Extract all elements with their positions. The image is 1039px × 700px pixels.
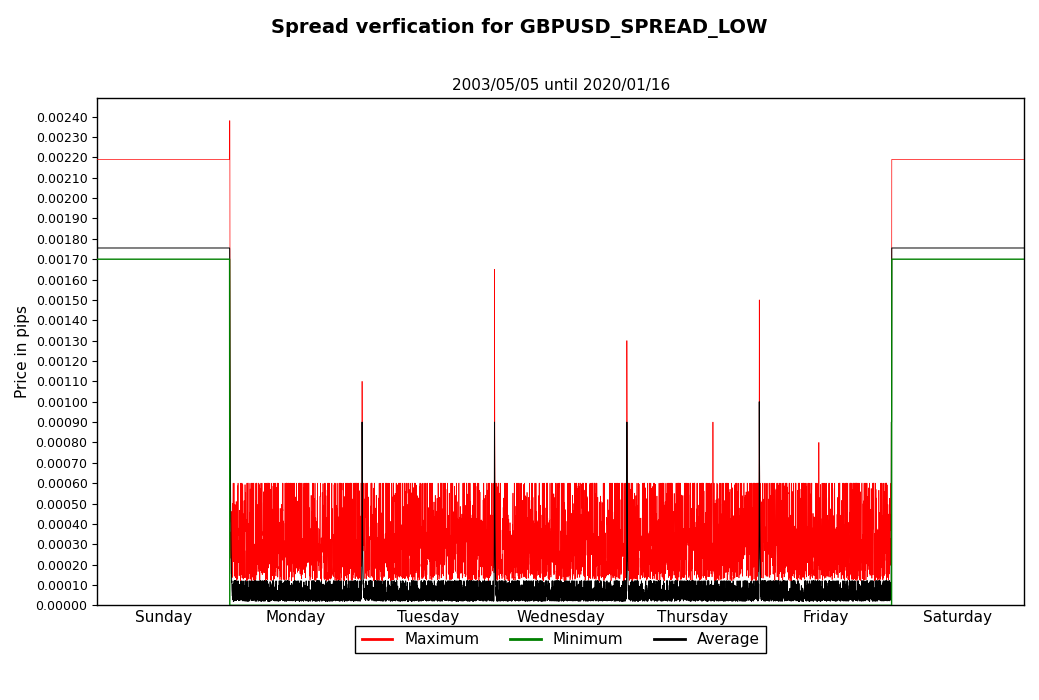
Minimum [355,601,368,610]
Maximum [113,155,126,164]
Y-axis label: Price in pips: Price in pips [15,305,30,398]
Average [340,595,352,603]
Line: Average: Average [98,248,1024,601]
Maximum [91,155,104,164]
Average [217,244,230,252]
Line: Maximum: Maximum [98,120,1024,581]
Average [379,597,392,606]
Minimum [217,255,230,263]
Legend: Maximum, Minimum, Average: Maximum, Minimum, Average [355,626,766,654]
Maximum [686,527,698,536]
Average [686,589,698,597]
Minimum [1018,255,1031,263]
Average [113,244,126,252]
Maximum [223,116,236,125]
Minimum [91,255,104,263]
Minimum [686,601,698,610]
Line: Minimum: Minimum [98,259,1024,606]
Average [788,592,800,601]
Maximum [355,479,368,487]
Maximum [788,556,800,564]
Maximum [340,480,352,489]
Average [355,577,368,585]
Maximum [217,155,230,164]
Minimum [113,255,126,263]
Minimum [223,601,236,610]
Maximum [1018,155,1031,164]
Average [91,244,104,252]
Average [1018,244,1031,252]
Title: 2003/05/05 until 2020/01/16: 2003/05/05 until 2020/01/16 [452,78,670,93]
Maximum [320,577,332,585]
Minimum [340,601,352,610]
Minimum [788,601,800,610]
Text: Spread verfication for GBPUSD_SPREAD_LOW: Spread verfication for GBPUSD_SPREAD_LOW [271,18,768,38]
